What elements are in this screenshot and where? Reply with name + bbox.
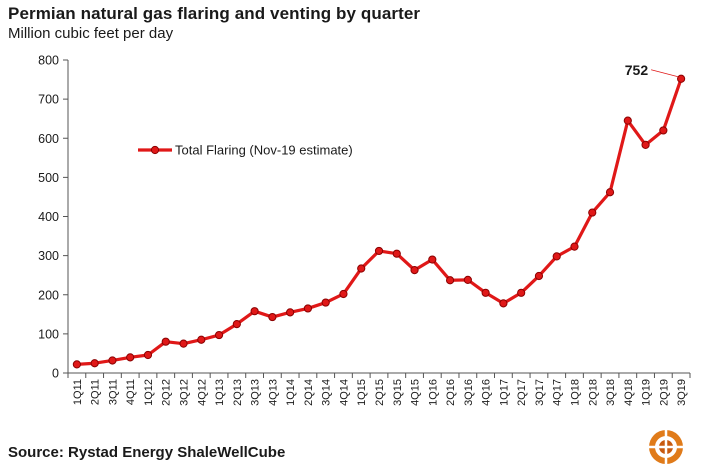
data-point [143, 350, 153, 360]
data-point [72, 360, 81, 369]
data-point [659, 126, 668, 135]
data-point [445, 276, 455, 285]
x-tick-label: 4Q11 [125, 379, 137, 405]
chart-legend: Total Flaring (Nov-19 estimate) [138, 143, 353, 158]
y-tick-label: 800 [38, 54, 59, 68]
x-tick-label: 2Q12 [161, 379, 173, 406]
x-tick-label: 1Q11 [72, 379, 84, 405]
chart-plot-area [72, 74, 686, 369]
data-point [410, 266, 419, 275]
x-tick-label: 1Q19 [641, 379, 653, 406]
legend-label: Total Flaring (Nov-19 estimate) [175, 143, 353, 158]
x-tick-label: 4Q13 [267, 379, 279, 406]
x-tick-label: 3Q18 [605, 379, 617, 406]
data-point [570, 242, 579, 251]
data-point [161, 337, 170, 346]
data-point [623, 116, 632, 125]
x-tick-label: 3Q17 [534, 379, 546, 406]
x-tick-label: 1Q13 [214, 379, 226, 406]
x-tick-label: 3Q15 [392, 379, 404, 406]
x-tick-label: 1Q18 [569, 379, 581, 406]
x-tick-label: 1Q12 [143, 379, 155, 406]
x-tick-label: 1Q14 [285, 379, 297, 406]
data-point [250, 307, 259, 316]
x-tick-label: 2Q14 [303, 379, 315, 406]
y-tick-label: 100 [38, 327, 59, 341]
y-tick-label: 200 [38, 288, 59, 302]
data-point [214, 330, 224, 340]
x-tick-label: 2Q15 [374, 379, 386, 406]
data-point [517, 288, 526, 297]
data-point [268, 312, 277, 322]
data-point [374, 246, 384, 256]
x-tick-label: 3Q11 [107, 379, 119, 405]
y-tick-label: 300 [38, 249, 59, 263]
data-point [499, 299, 508, 308]
data-point [481, 288, 490, 297]
chart-title: Permian natural gas flaring and venting … [8, 4, 421, 23]
data-point [392, 249, 401, 258]
data-point [321, 298, 330, 307]
series-line [76, 78, 683, 366]
legend-marker-swatch [150, 145, 160, 155]
data-point [303, 304, 313, 313]
y-tick-label: 400 [38, 210, 59, 224]
x-tick-label: 2Q16 [445, 379, 457, 406]
x-tick-label: 4Q12 [196, 379, 208, 406]
x-tick-label: 4Q18 [623, 379, 635, 406]
data-point [588, 208, 597, 217]
x-tick-label: 1Q15 [356, 379, 368, 406]
data-point [463, 275, 472, 284]
x-tick-label: 1Q16 [427, 379, 439, 406]
x-tick-label: 3Q14 [321, 379, 333, 406]
x-tick-label: 2Q19 [658, 379, 670, 406]
data-point [641, 140, 650, 150]
x-tick-label: 3Q12 [179, 379, 191, 406]
x-tick-label: 4Q16 [481, 379, 493, 406]
data-point [428, 255, 437, 264]
data-point [90, 359, 99, 368]
data-point [179, 339, 188, 348]
chart-annotations: 752 [625, 62, 679, 78]
data-point [339, 289, 348, 299]
data-point [605, 188, 615, 197]
annotation-leader-line [651, 69, 679, 78]
x-tick-label: 4Q15 [410, 379, 422, 406]
x-tick-label: 3Q16 [463, 379, 475, 406]
x-tick-label: 4Q14 [338, 379, 350, 406]
y-tick-label: 0 [52, 367, 59, 381]
y-tick-label: 700 [38, 93, 59, 107]
x-tick-label: 3Q13 [250, 379, 262, 406]
data-point [286, 308, 295, 317]
annotation-label: 752 [625, 62, 649, 78]
data-point [197, 335, 206, 344]
rystad-globe-icon [649, 430, 683, 464]
y-tick-label: 600 [38, 132, 59, 146]
x-tick-label: 3Q19 [676, 379, 688, 406]
data-point [534, 271, 544, 281]
x-tick-label: 4Q17 [552, 379, 564, 406]
data-point [677, 74, 686, 83]
x-tick-label: 2Q11 [90, 379, 102, 405]
y-tick-label: 500 [38, 171, 59, 185]
data-point [232, 319, 241, 329]
x-tick-label: 2Q18 [587, 379, 599, 406]
chart-subtitle: Million cubic feet per day [8, 25, 174, 42]
data-point [108, 356, 117, 365]
data-point [126, 353, 135, 362]
source-note: Source: Rystad Energy ShaleWellCube [8, 444, 286, 461]
data-point [357, 264, 366, 273]
x-tick-label: 1Q17 [498, 379, 510, 406]
data-point [552, 252, 561, 261]
x-tick-label: 2Q13 [232, 379, 244, 406]
x-tick-label: 2Q17 [516, 379, 528, 406]
chart-axes: 0 100 200 300 400 500 600 700 800 1Q11 2Q11 3Q11 4Q1… [38, 54, 691, 406]
